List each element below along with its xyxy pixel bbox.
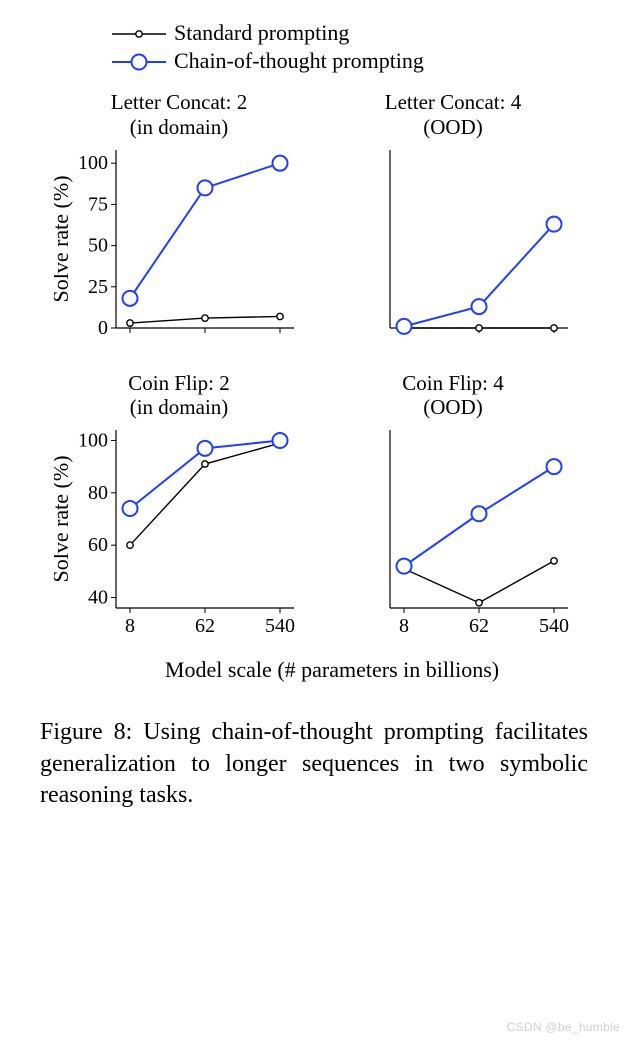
svg-text:25: 25 bbox=[88, 275, 108, 297]
legend-marker-cot bbox=[110, 51, 168, 71]
chart-svg-lc4 bbox=[328, 144, 578, 363]
svg-text:100: 100 bbox=[78, 430, 108, 452]
legend-label-standard: Standard prompting bbox=[174, 20, 349, 46]
svg-text:60: 60 bbox=[88, 534, 108, 556]
chart-svg-lc2: 0 25 50 75 100 Solve rate (%) bbox=[54, 144, 304, 363]
svg-text:Solve rate (%): Solve rate (%) bbox=[54, 456, 73, 583]
legend-row-cot: Chain-of-thought prompting bbox=[110, 48, 588, 74]
figure-caption: Figure 8: Using chain-of-thought prompti… bbox=[40, 717, 588, 812]
chart-lc4: Letter Concat: 4 (OOD) bbox=[318, 90, 588, 363]
svg-text:540: 540 bbox=[265, 615, 295, 637]
svg-text:0: 0 bbox=[98, 317, 108, 339]
svg-text:50: 50 bbox=[88, 234, 108, 256]
chart-title-cf4: Coin Flip: 4 (OOD) bbox=[402, 371, 504, 421]
watermark: CSDN @be_humble bbox=[507, 1020, 620, 1034]
svg-text:40: 40 bbox=[88, 587, 108, 609]
svg-text:8: 8 bbox=[399, 615, 409, 637]
legend-label-cot: Chain-of-thought prompting bbox=[174, 48, 424, 74]
legend-marker-standard bbox=[110, 23, 168, 43]
chart-cf2: Coin Flip: 2 (in domain) 40 60 80 100 Solve … bbox=[44, 371, 314, 644]
charts-grid: Letter Concat: 2 (in domain) 0255075100S… bbox=[44, 90, 588, 643]
svg-text:100: 100 bbox=[78, 152, 108, 174]
legend: Standard prompting Chain-of-thought prom… bbox=[110, 20, 588, 74]
chart-title-cf2: Coin Flip: 2 (in domain) bbox=[128, 371, 230, 421]
legend-row-standard: Standard prompting bbox=[110, 20, 588, 46]
svg-text:62: 62 bbox=[195, 615, 215, 637]
x-axis-label: Model scale (# parameters in billions) bbox=[76, 657, 588, 683]
svg-text:80: 80 bbox=[88, 482, 108, 504]
chart-title-lc4: Letter Concat: 4 (OOD) bbox=[385, 90, 521, 140]
chart-svg-cf4: 8 62 540 bbox=[328, 424, 578, 643]
svg-text:75: 75 bbox=[88, 193, 108, 215]
chart-svg-cf2: 40 60 80 100 Solve rate (%) 8 62 540 bbox=[54, 424, 304, 643]
svg-text:540: 540 bbox=[539, 615, 569, 637]
chart-lc2: Letter Concat: 2 (in domain) 0 25 50 75 100S… bbox=[44, 90, 314, 363]
chart-title-lc2: Letter Concat: 2 (in domain) bbox=[111, 90, 247, 140]
svg-text:62: 62 bbox=[469, 615, 489, 637]
svg-text:8: 8 bbox=[125, 615, 135, 637]
chart-cf4: Coin Flip: 4 (OOD) 8 62 540 bbox=[318, 371, 588, 644]
svg-text:Solve rate (%): Solve rate (%) bbox=[54, 175, 73, 302]
